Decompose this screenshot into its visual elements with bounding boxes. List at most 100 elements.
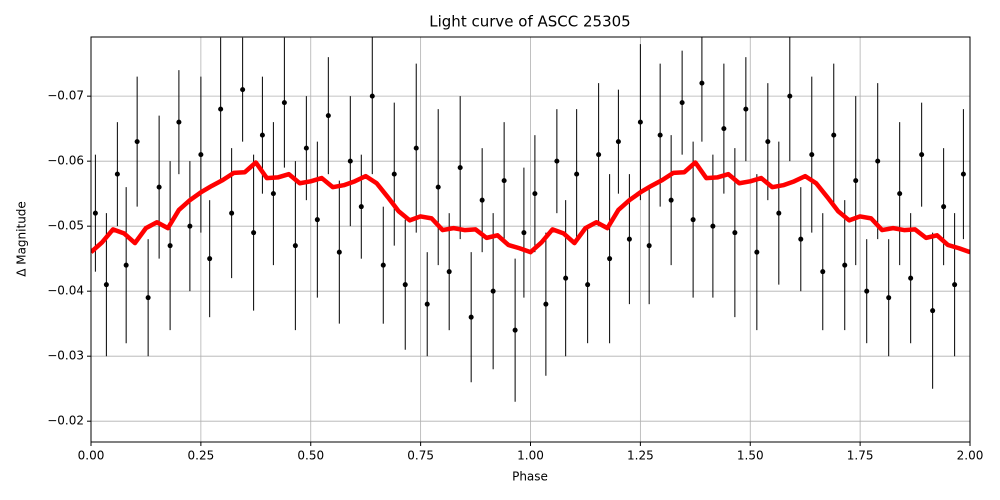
data-point: [402, 282, 408, 288]
data-point: [897, 191, 903, 197]
x-tick-label: 0.50: [297, 449, 324, 463]
data-point: [292, 243, 298, 249]
y-tick-label: −0.07: [47, 89, 84, 103]
data-point: [960, 171, 966, 177]
data-point: [156, 184, 162, 190]
data-point: [457, 165, 463, 171]
x-tick-label: 0.25: [188, 449, 215, 463]
data-point: [424, 301, 430, 307]
data-point: [919, 152, 925, 158]
data-point: [251, 230, 257, 236]
x-tick-label: 0.75: [407, 449, 434, 463]
data-point: [543, 301, 549, 307]
data-point: [325, 113, 331, 119]
x-tick-label: 1.50: [737, 449, 764, 463]
data-point: [930, 308, 936, 314]
x-tick-label: 0.00: [78, 449, 105, 463]
data-point: [123, 262, 129, 268]
data-point: [886, 295, 892, 301]
data-point: [853, 178, 859, 184]
data-point: [314, 217, 320, 223]
data-point: [336, 249, 342, 255]
data-point: [563, 275, 569, 281]
data-point: [240, 87, 246, 93]
data-point: [596, 152, 602, 158]
data-point: [668, 197, 674, 203]
data-point: [490, 288, 496, 294]
data-point: [435, 184, 441, 190]
data-point: [92, 210, 98, 216]
data-point: [281, 100, 287, 106]
data-point: [657, 132, 663, 138]
data-point: [690, 217, 696, 223]
data-point: [710, 223, 716, 229]
data-point: [145, 295, 151, 301]
x-tick-label: 1.25: [627, 449, 654, 463]
data-point: [842, 262, 848, 268]
y-tick-label: −0.03: [47, 349, 84, 363]
data-point: [167, 243, 173, 249]
data-point: [512, 327, 518, 333]
data-point: [941, 204, 947, 210]
data-point: [369, 93, 375, 99]
chart-title: Light curve of ASCC 25305: [429, 13, 630, 31]
data-point: [270, 191, 276, 197]
trend-line: [91, 160, 970, 255]
y-tick-label: −0.04: [47, 284, 84, 298]
data-point: [521, 230, 527, 236]
data-point: [699, 80, 705, 86]
data-point: [229, 210, 235, 216]
x-axis-label: Phase: [512, 470, 548, 484]
data-point: [134, 139, 140, 145]
data-point: [615, 139, 621, 145]
data-point: [743, 106, 749, 112]
y-tick-label: −0.05: [47, 219, 84, 233]
data-point: [787, 93, 793, 99]
plot-area: [91, 37, 970, 402]
data-point: [809, 152, 815, 158]
data-point: [607, 256, 613, 262]
data-point: [554, 158, 560, 164]
data-point: [176, 119, 182, 125]
data-point: [754, 249, 760, 255]
data-point: [468, 314, 474, 320]
data-point: [732, 230, 738, 236]
y-axis-label: Δ Magnitude: [15, 201, 29, 277]
data-point: [187, 223, 193, 229]
y-tick-label: −0.02: [47, 414, 84, 428]
data-point: [626, 236, 632, 242]
data-point: [721, 126, 727, 132]
data-point: [908, 275, 914, 281]
data-point: [501, 178, 507, 184]
y-tick-label: −0.06: [47, 154, 84, 168]
data-point: [637, 119, 643, 125]
data-point: [574, 171, 580, 177]
data-point: [303, 145, 309, 151]
data-point: [765, 139, 771, 145]
data-point: [585, 282, 591, 288]
data-point: [679, 100, 685, 106]
data-point: [798, 236, 804, 242]
data-point: [103, 282, 109, 288]
data-point: [358, 204, 364, 210]
data-point: [347, 158, 353, 164]
x-tick-label: 1.00: [517, 449, 544, 463]
x-tick-label: 2.00: [957, 449, 984, 463]
data-point: [952, 282, 958, 288]
grid: [90, 37, 971, 442]
data-point: [446, 269, 452, 275]
data-point: [391, 171, 397, 177]
data-point: [479, 197, 485, 203]
data-point: [646, 243, 652, 249]
axes: 0.00 0.25 0.50 0.75 1.00 1.25 1.50 1.75 2.00 −0.0…: [47, 89, 983, 463]
data-point: [218, 106, 224, 112]
data-point: [198, 152, 204, 158]
data-point: [259, 132, 265, 138]
data-point: [864, 288, 870, 294]
data-point: [820, 269, 826, 275]
data-point: [380, 262, 386, 268]
data-point: [532, 191, 538, 197]
data-point: [776, 210, 782, 216]
data-point: [114, 171, 120, 177]
